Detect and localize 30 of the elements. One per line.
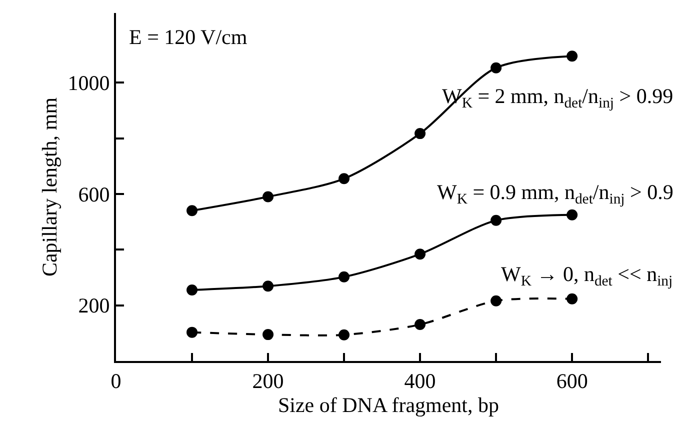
x-axis-title: Size of DNA fragment, bp xyxy=(278,393,500,418)
series-label: W$_{K}$ = 0.9 mm, n$_{det}$/n$_{inj}$ > 0.9 xyxy=(437,180,674,208)
y-tick-label: 600 xyxy=(78,182,110,206)
annotation: E = 120 V/cm xyxy=(129,25,248,49)
y-tick-label: 200 xyxy=(78,294,110,318)
point xyxy=(186,205,198,216)
point xyxy=(262,280,274,292)
point xyxy=(490,62,502,74)
point xyxy=(186,284,198,296)
point xyxy=(414,248,426,260)
y-axis-title: Capillary length, mm xyxy=(37,97,62,277)
point xyxy=(186,326,198,338)
point xyxy=(490,295,502,306)
point xyxy=(490,214,502,226)
point xyxy=(338,173,350,184)
point xyxy=(566,50,578,62)
x-tick-label: 200 xyxy=(252,369,284,394)
point xyxy=(566,293,578,304)
x-tick-label: 400 xyxy=(404,369,436,394)
point xyxy=(338,329,350,340)
series-label: W$_{K}$ → 0, n$_{det}$ << n$_{inj}$ xyxy=(501,262,673,290)
x-tick-label: 0 xyxy=(110,369,122,394)
point xyxy=(566,209,578,220)
point xyxy=(414,128,426,140)
point xyxy=(262,329,274,340)
x-tick-label: 600 xyxy=(556,369,588,394)
y-tick-label: 1000 xyxy=(68,70,110,95)
point xyxy=(262,191,274,202)
point xyxy=(414,319,426,330)
point xyxy=(338,271,350,282)
